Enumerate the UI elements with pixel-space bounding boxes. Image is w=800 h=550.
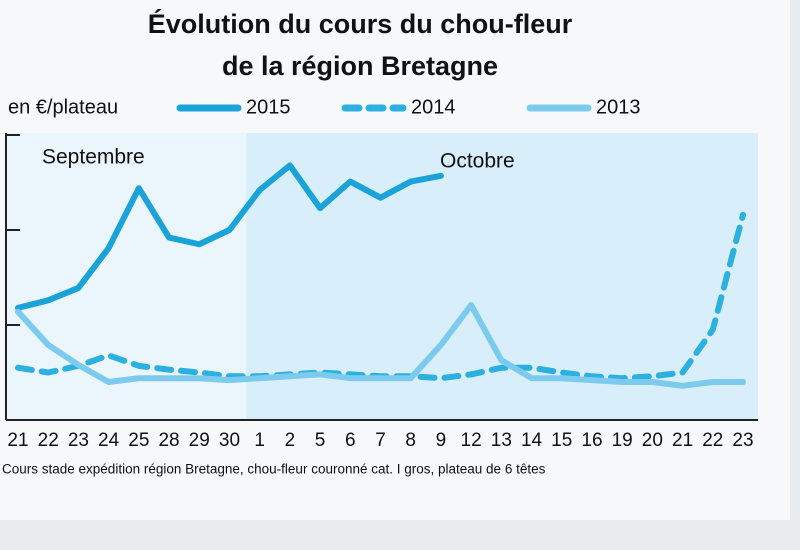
x-tick-label: 23 bbox=[732, 430, 753, 451]
x-tick-label: 8 bbox=[405, 430, 416, 451]
y-axis-label: en €/plateau bbox=[8, 96, 118, 118]
x-tick-label: 23 bbox=[68, 430, 89, 451]
x-tick-label: 14 bbox=[521, 430, 543, 451]
x-tick-label: 6 bbox=[345, 430, 356, 451]
x-tick-label: 16 bbox=[581, 430, 602, 451]
chart-title: Évolution du cours du chou-fleur bbox=[148, 8, 573, 39]
annotation: Septembre bbox=[42, 146, 145, 169]
x-tick-label: 9 bbox=[436, 430, 447, 451]
x-tick-label: 21 bbox=[7, 430, 28, 451]
x-tick-label: 20 bbox=[642, 430, 663, 451]
x-tick-label: 15 bbox=[551, 430, 572, 451]
x-tick-label: 5 bbox=[315, 430, 326, 451]
legend-label: 2015 bbox=[246, 96, 291, 118]
chart-title: de la région Bretagne bbox=[222, 51, 498, 81]
legend-label: 2013 bbox=[596, 96, 641, 118]
x-tick-label: 28 bbox=[158, 430, 179, 451]
footnote: Cours stade expédition région Bretagne, … bbox=[2, 462, 546, 477]
x-tick-label: 7 bbox=[375, 430, 386, 451]
x-tick-label: 19 bbox=[612, 430, 633, 451]
x-tick-label: 22 bbox=[38, 430, 59, 451]
annotation: Octobre bbox=[440, 150, 515, 173]
x-tick-label: 24 bbox=[98, 430, 120, 451]
x-tick-label: 30 bbox=[219, 430, 240, 451]
x-tick-label: 2 bbox=[285, 430, 296, 451]
series-line bbox=[15, 302, 746, 389]
legend-label: 2014 bbox=[411, 96, 456, 118]
x-tick-label: 22 bbox=[702, 430, 723, 451]
series-line bbox=[15, 162, 444, 311]
x-tick-label: 1 bbox=[254, 430, 265, 451]
x-tick-label: 12 bbox=[461, 430, 482, 451]
x-tick-label: 13 bbox=[491, 430, 512, 451]
x-tick-label: 25 bbox=[128, 430, 149, 451]
x-tick-label: 21 bbox=[672, 430, 693, 451]
x-tick-label: 29 bbox=[189, 430, 210, 451]
